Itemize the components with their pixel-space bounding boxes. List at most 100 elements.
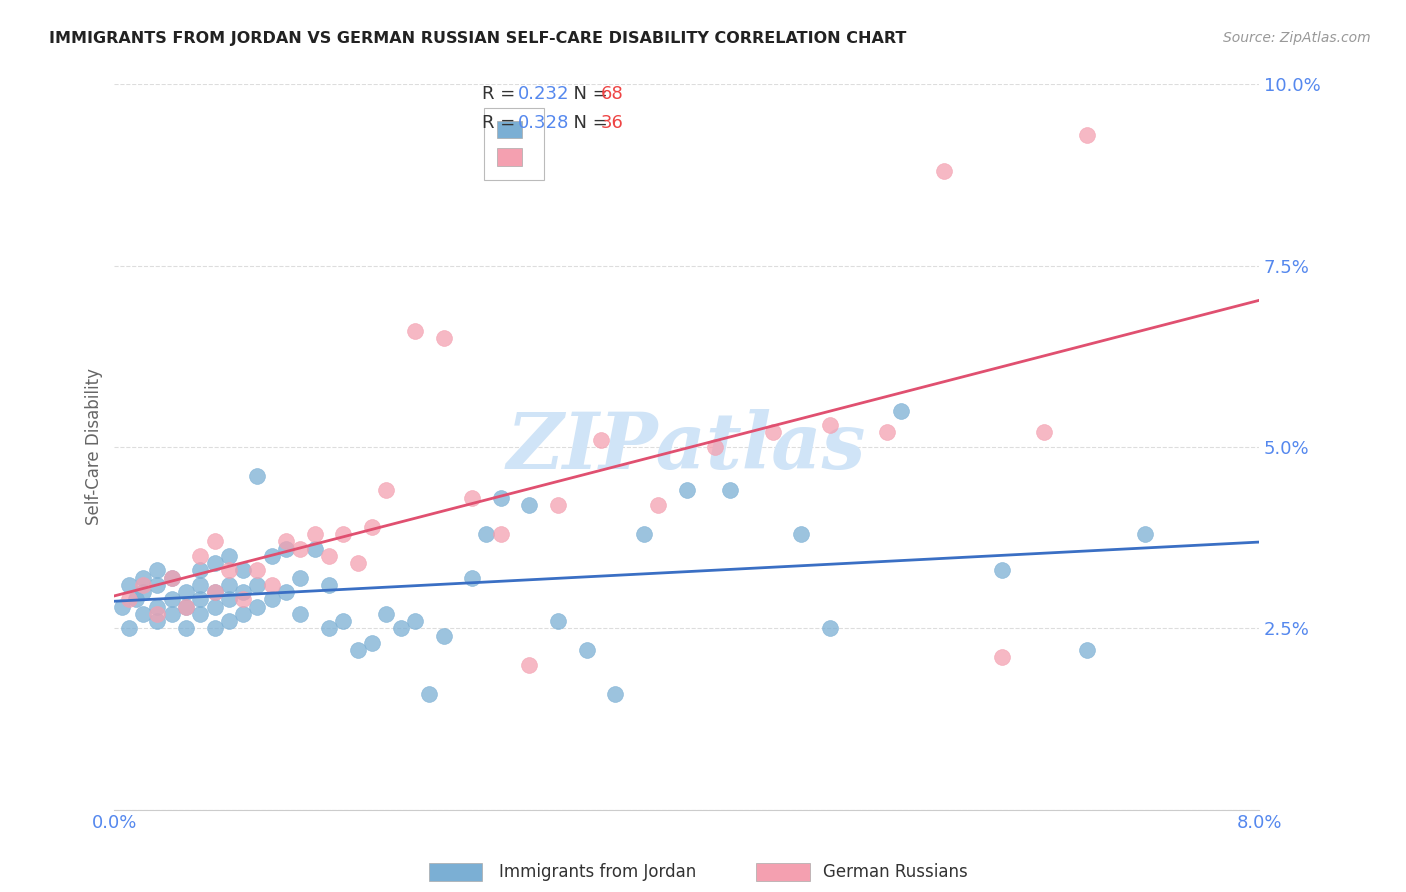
Point <box>146 578 169 592</box>
Point <box>160 570 183 584</box>
Point <box>790 527 813 541</box>
Point <box>818 418 841 433</box>
Point <box>432 628 454 642</box>
Point <box>990 650 1012 665</box>
Point <box>132 585 155 599</box>
Point <box>246 469 269 483</box>
Point <box>188 578 211 592</box>
Point <box>246 599 269 614</box>
Point <box>346 643 368 657</box>
Point <box>404 324 426 338</box>
Point <box>304 527 326 541</box>
Text: 0.328: 0.328 <box>517 114 569 132</box>
Point <box>232 592 254 607</box>
Point <box>118 592 141 607</box>
Point <box>118 621 141 635</box>
Point <box>404 614 426 628</box>
Point <box>675 483 697 498</box>
Point <box>274 585 297 599</box>
Text: 36: 36 <box>600 114 623 132</box>
Point <box>1076 643 1098 657</box>
Point <box>547 614 569 628</box>
Point <box>290 607 312 621</box>
Point <box>232 563 254 577</box>
Point <box>575 643 598 657</box>
Point <box>174 599 197 614</box>
Text: N =: N = <box>562 114 614 132</box>
Point <box>146 607 169 621</box>
Point <box>647 498 669 512</box>
Point <box>160 592 183 607</box>
Point <box>432 331 454 345</box>
Point <box>762 425 785 440</box>
Point <box>188 592 211 607</box>
Text: Immigrants from Jordan: Immigrants from Jordan <box>499 863 696 881</box>
Point <box>204 585 226 599</box>
Point <box>818 621 841 635</box>
Point <box>274 534 297 549</box>
Point <box>218 592 240 607</box>
Point <box>318 578 340 592</box>
Point <box>246 563 269 577</box>
Point <box>461 570 484 584</box>
Point <box>461 491 484 505</box>
Point <box>188 563 211 577</box>
Point <box>160 570 183 584</box>
Point <box>118 578 141 592</box>
Point <box>890 403 912 417</box>
Point <box>332 614 354 628</box>
Point <box>174 585 197 599</box>
Point <box>218 563 240 577</box>
Point <box>188 607 211 621</box>
Point <box>318 549 340 563</box>
Point <box>204 534 226 549</box>
Point <box>260 578 283 592</box>
Text: 0.232: 0.232 <box>517 85 569 103</box>
Y-axis label: Self-Care Disability: Self-Care Disability <box>86 368 103 525</box>
Text: ZIPatlas: ZIPatlas <box>508 409 866 485</box>
Point <box>246 578 269 592</box>
Point <box>204 556 226 570</box>
Point <box>332 527 354 541</box>
Point <box>633 527 655 541</box>
Point <box>361 636 384 650</box>
Point <box>547 498 569 512</box>
Point <box>204 585 226 599</box>
Point <box>318 621 340 635</box>
Point <box>274 541 297 556</box>
Point <box>188 549 211 563</box>
Point <box>204 599 226 614</box>
Point <box>304 541 326 556</box>
Point <box>160 607 183 621</box>
Point <box>489 491 512 505</box>
Point <box>375 607 398 621</box>
Point <box>1033 425 1056 440</box>
Point <box>218 614 240 628</box>
Point <box>232 607 254 621</box>
Point <box>146 599 169 614</box>
Text: Source: ZipAtlas.com: Source: ZipAtlas.com <box>1223 31 1371 45</box>
Point <box>489 527 512 541</box>
Point <box>204 621 226 635</box>
Point <box>132 607 155 621</box>
Point <box>389 621 412 635</box>
Point <box>218 578 240 592</box>
Point <box>232 585 254 599</box>
Text: 68: 68 <box>600 85 623 103</box>
Point <box>174 621 197 635</box>
Point <box>605 686 627 700</box>
Point <box>475 527 498 541</box>
Text: German Russians: German Russians <box>823 863 967 881</box>
Point <box>418 686 440 700</box>
Point <box>346 556 368 570</box>
Point <box>146 614 169 628</box>
Point <box>704 440 727 454</box>
Text: IMMIGRANTS FROM JORDAN VS GERMAN RUSSIAN SELF-CARE DISABILITY CORRELATION CHART: IMMIGRANTS FROM JORDAN VS GERMAN RUSSIAN… <box>49 31 907 46</box>
Point <box>375 483 398 498</box>
Point <box>990 563 1012 577</box>
Point <box>876 425 898 440</box>
Point <box>290 541 312 556</box>
Legend: , : , <box>484 108 544 180</box>
Text: R =: R = <box>482 85 522 103</box>
Point <box>361 520 384 534</box>
